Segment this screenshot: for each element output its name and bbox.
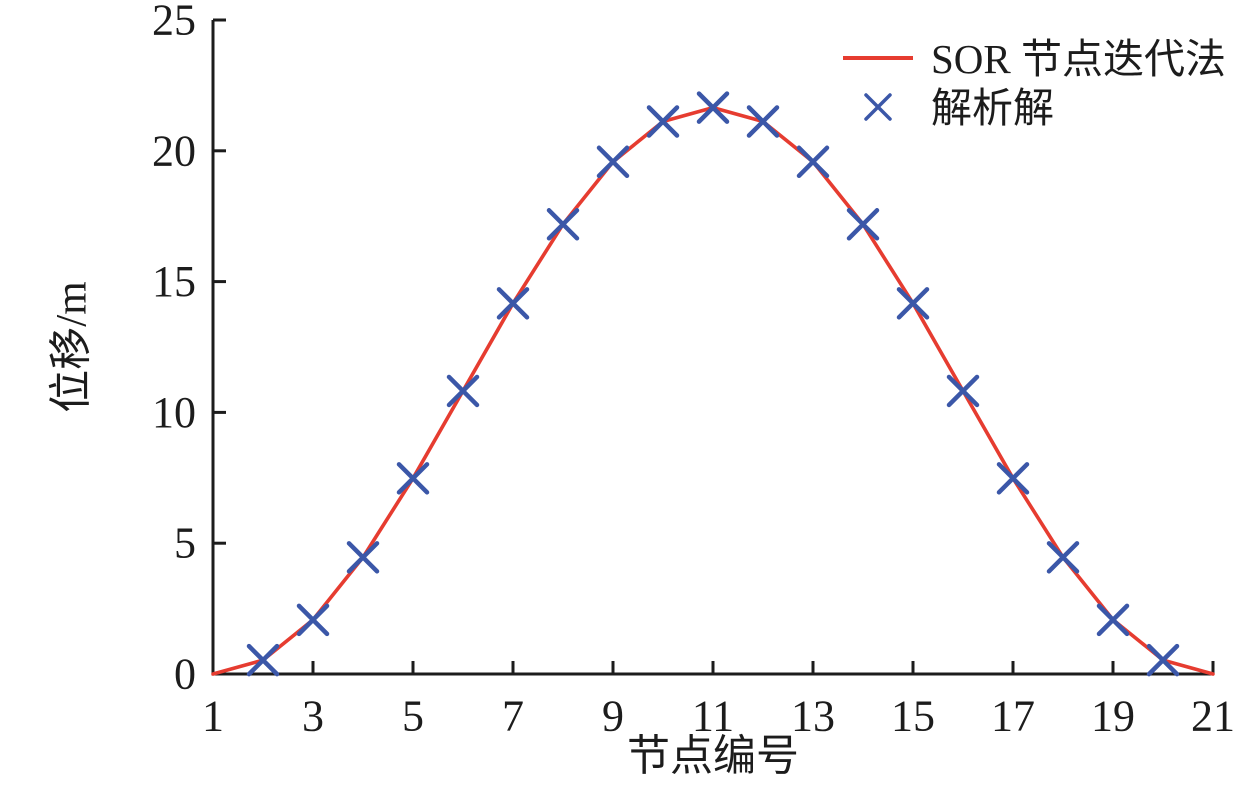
legend-label-sor-iteration: SOR 节点迭代法 [931, 36, 1226, 82]
x-marker-point [346, 541, 380, 574]
x-marker-point [846, 208, 880, 241]
x-marker-point [596, 145, 630, 179]
y-tick-label: 5 [174, 519, 196, 568]
y-axis-tick-labels: 0 5 10 15 20 25 [152, 0, 196, 699]
axes-spines [211, 20, 1213, 676]
x-marker-point [1046, 541, 1080, 574]
analytical-solution-x-markers [246, 91, 1180, 677]
x-axis-tick-labels: 1 3 5 7 9 11 13 15 17 19 21 [202, 692, 1235, 741]
y-tick-label: 10 [152, 388, 196, 437]
x-tick-label: 13 [791, 692, 835, 741]
x-marker-point [696, 91, 730, 124]
x-marker-point [446, 374, 480, 408]
x-axis-label: 节点编号 [627, 734, 799, 781]
x-marker-point [546, 208, 580, 241]
x-marker-point [496, 287, 530, 320]
x-tick-label: 19 [1091, 692, 1135, 741]
x-marker-point [946, 374, 980, 408]
x-tick-label: 17 [991, 692, 1035, 741]
legend: SOR 节点迭代法 解析解 [843, 36, 1226, 131]
x-tick-label: 11 [692, 692, 734, 741]
x-marker-point [1096, 603, 1130, 637]
x-tick-label: 1 [202, 692, 224, 741]
y-tick-label: 0 [174, 650, 196, 699]
y-tick-label: 25 [152, 0, 196, 45]
y-tick-label: 20 [152, 126, 196, 175]
y-axis-ticks [213, 18, 226, 676]
x-marker-point [246, 643, 280, 677]
x-marker-point [646, 105, 680, 138]
y-tick-label: 15 [152, 257, 196, 306]
legend-label-analytical-solution: 解析解 [931, 85, 1054, 131]
x-tick-label: 9 [602, 692, 624, 741]
legend-x-marker-icon [864, 93, 892, 121]
x-marker-point [1146, 643, 1180, 677]
x-marker-point [896, 287, 930, 320]
x-marker-point [746, 105, 780, 138]
x-tick-label: 5 [402, 692, 424, 741]
x-tick-label: 7 [502, 692, 524, 741]
sor-iteration-line-series [211, 105, 1215, 676]
x-tick-label: 3 [302, 692, 324, 741]
y-axis-label: 位移/m [48, 281, 96, 412]
x-marker-point [296, 603, 330, 637]
x-tick-label: 21 [1191, 692, 1235, 741]
x-axis-ticks [211, 661, 1215, 674]
x-tick-label: 15 [891, 692, 935, 741]
x-marker-point [996, 462, 1030, 495]
x-marker-point [796, 145, 830, 179]
x-marker-point [396, 462, 430, 495]
